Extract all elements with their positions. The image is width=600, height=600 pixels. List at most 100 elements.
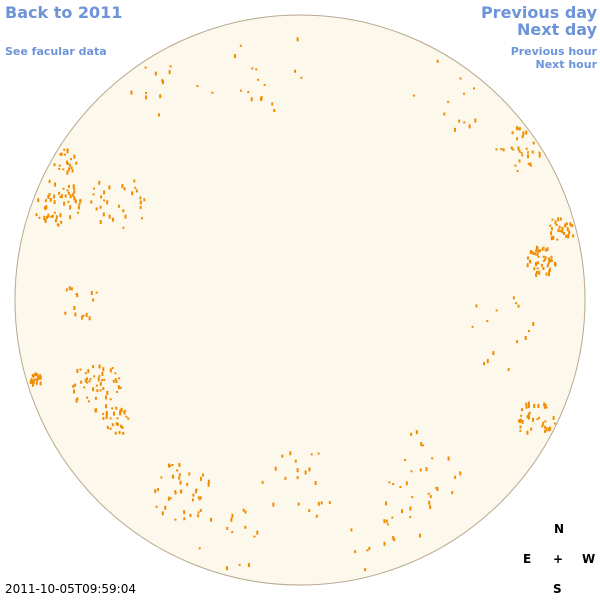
facula [53, 163, 56, 167]
facula [210, 517, 213, 522]
facula [545, 272, 548, 276]
facula [531, 150, 534, 154]
facula [74, 383, 77, 387]
facula [537, 261, 539, 265]
facula [255, 68, 258, 71]
facula [539, 249, 541, 253]
facula [154, 489, 157, 494]
facula [519, 429, 522, 432]
facula [568, 230, 571, 235]
facula [471, 325, 474, 328]
facula [127, 417, 130, 420]
facula [75, 161, 78, 165]
facula [527, 163, 530, 166]
facula [231, 513, 234, 518]
facula [315, 514, 318, 518]
facula [48, 179, 51, 183]
facula [207, 482, 210, 487]
facula [59, 213, 62, 218]
facula [117, 385, 120, 390]
facular-link[interactable]: See facular data [5, 45, 107, 58]
facula [73, 196, 76, 201]
facula [183, 517, 186, 521]
facula [512, 148, 515, 151]
facula [308, 509, 311, 513]
facula [526, 415, 529, 419]
facula [92, 365, 94, 369]
previous-day-link[interactable]: Previous day [480, 3, 597, 22]
facula [62, 168, 65, 171]
facula [289, 451, 292, 456]
facula [133, 179, 136, 183]
facula [207, 479, 210, 484]
facula [169, 497, 172, 500]
facula [107, 427, 110, 430]
facula [543, 402, 546, 407]
facula [534, 252, 537, 256]
previous-hour-link[interactable]: Previous hour [510, 45, 597, 58]
facula [98, 364, 101, 369]
facula [70, 287, 73, 291]
facula [67, 200, 70, 203]
facula [543, 258, 546, 261]
facula [230, 517, 233, 522]
facula [364, 568, 367, 572]
facula [393, 538, 396, 542]
facula [413, 94, 416, 97]
facula [85, 313, 88, 317]
facula [68, 184, 70, 188]
facula [114, 372, 117, 375]
facula [69, 215, 72, 220]
next-day-link[interactable]: Next day [517, 20, 597, 39]
facula [458, 119, 461, 123]
facula [145, 95, 148, 100]
facula [178, 473, 181, 477]
facula [134, 186, 137, 189]
facula [528, 259, 531, 263]
facula [76, 368, 79, 373]
facula [548, 272, 550, 277]
facula [113, 411, 115, 416]
facula [459, 77, 462, 80]
facula [49, 197, 52, 202]
compass-west: W [582, 552, 596, 566]
facula [94, 396, 97, 400]
facula [454, 475, 457, 479]
back-link[interactable]: Back to 2011 [5, 3, 123, 22]
facula [528, 411, 531, 414]
facula [526, 263, 529, 268]
facula [167, 496, 170, 501]
facula [66, 160, 68, 164]
facula [535, 271, 538, 274]
facula [518, 149, 521, 153]
facula [368, 546, 371, 550]
facula [119, 413, 122, 416]
facula [401, 509, 403, 514]
facula [112, 379, 115, 383]
facula [186, 482, 189, 486]
facula [527, 401, 530, 406]
facula [447, 100, 450, 103]
facula [176, 469, 179, 472]
facula [72, 184, 75, 189]
facula [405, 481, 408, 486]
facula [97, 377, 100, 382]
facula [409, 506, 412, 511]
next-hour-link[interactable]: Next hour [535, 58, 598, 71]
facula [463, 92, 465, 95]
facula [92, 298, 95, 302]
facula [119, 424, 122, 428]
facula [410, 470, 413, 473]
facula [425, 467, 428, 472]
facula [517, 304, 520, 308]
solar-disk [14, 14, 586, 586]
facula [511, 131, 514, 135]
facula [545, 427, 548, 432]
facula [250, 97, 253, 102]
facula [447, 456, 450, 461]
facula [81, 315, 84, 320]
facula [155, 505, 158, 508]
facula [108, 185, 111, 190]
facula [272, 502, 275, 507]
